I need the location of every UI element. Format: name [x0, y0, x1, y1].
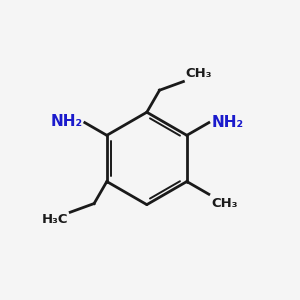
- Text: CH₃: CH₃: [186, 68, 212, 80]
- Text: NH₂: NH₂: [211, 115, 243, 130]
- Text: H₃C: H₃C: [41, 213, 68, 226]
- Text: CH₃: CH₃: [211, 196, 238, 209]
- Text: NH₂: NH₂: [50, 114, 82, 129]
